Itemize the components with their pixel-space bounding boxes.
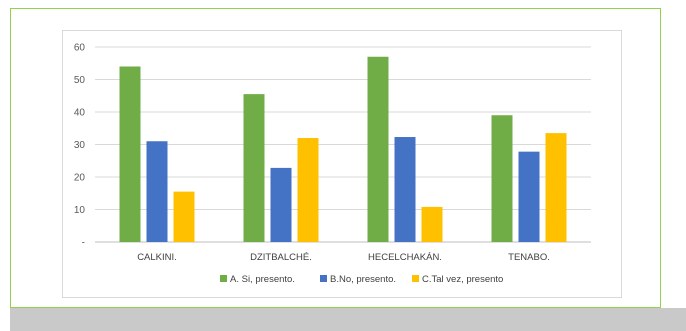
y-tick-label: 50	[74, 75, 86, 86]
bar	[146, 141, 168, 242]
y-tick-label: -	[82, 238, 85, 249]
y-tick-label: 20	[74, 173, 86, 184]
legend-swatch	[220, 275, 227, 282]
legend-label: B.No, presento.	[330, 274, 396, 285]
x-tick-label: TENABO.	[508, 252, 550, 263]
legend-swatch	[412, 275, 419, 282]
x-tick-label: CALKINI.	[137, 252, 177, 263]
bar-chart: - 10 20 30 40 50 60 CALKINI. DZITBALCHÉ. HECELCHA…	[74, 43, 591, 285]
bar	[394, 137, 416, 242]
bar	[518, 151, 540, 242]
y-tick-label: 30	[74, 140, 86, 151]
y-tick-label: 40	[74, 108, 86, 119]
y-tick-label: 60	[74, 43, 86, 54]
y-tick-label: 10	[74, 205, 86, 216]
bar	[270, 167, 292, 242]
bar	[491, 115, 513, 242]
legend-label: A. Si, presento.	[230, 274, 295, 285]
bar	[545, 133, 567, 242]
legend-label: C.Tal vez, presento	[422, 274, 503, 285]
x-tick-label: DZITBALCHÉ.	[250, 252, 312, 263]
bar	[173, 191, 195, 242]
bottom-gray-strip	[10, 308, 686, 331]
chart-panel: - 10 20 30 40 50 60 CALKINI. DZITBALCHÉ. HECELCHA…	[62, 30, 622, 298]
bar	[367, 56, 389, 242]
bar	[421, 206, 443, 242]
bar	[119, 66, 141, 242]
legend-swatch	[320, 275, 327, 282]
x-tick-label: HECELCHAKÁN.	[368, 252, 442, 263]
bar	[243, 94, 265, 242]
bar	[297, 138, 319, 242]
